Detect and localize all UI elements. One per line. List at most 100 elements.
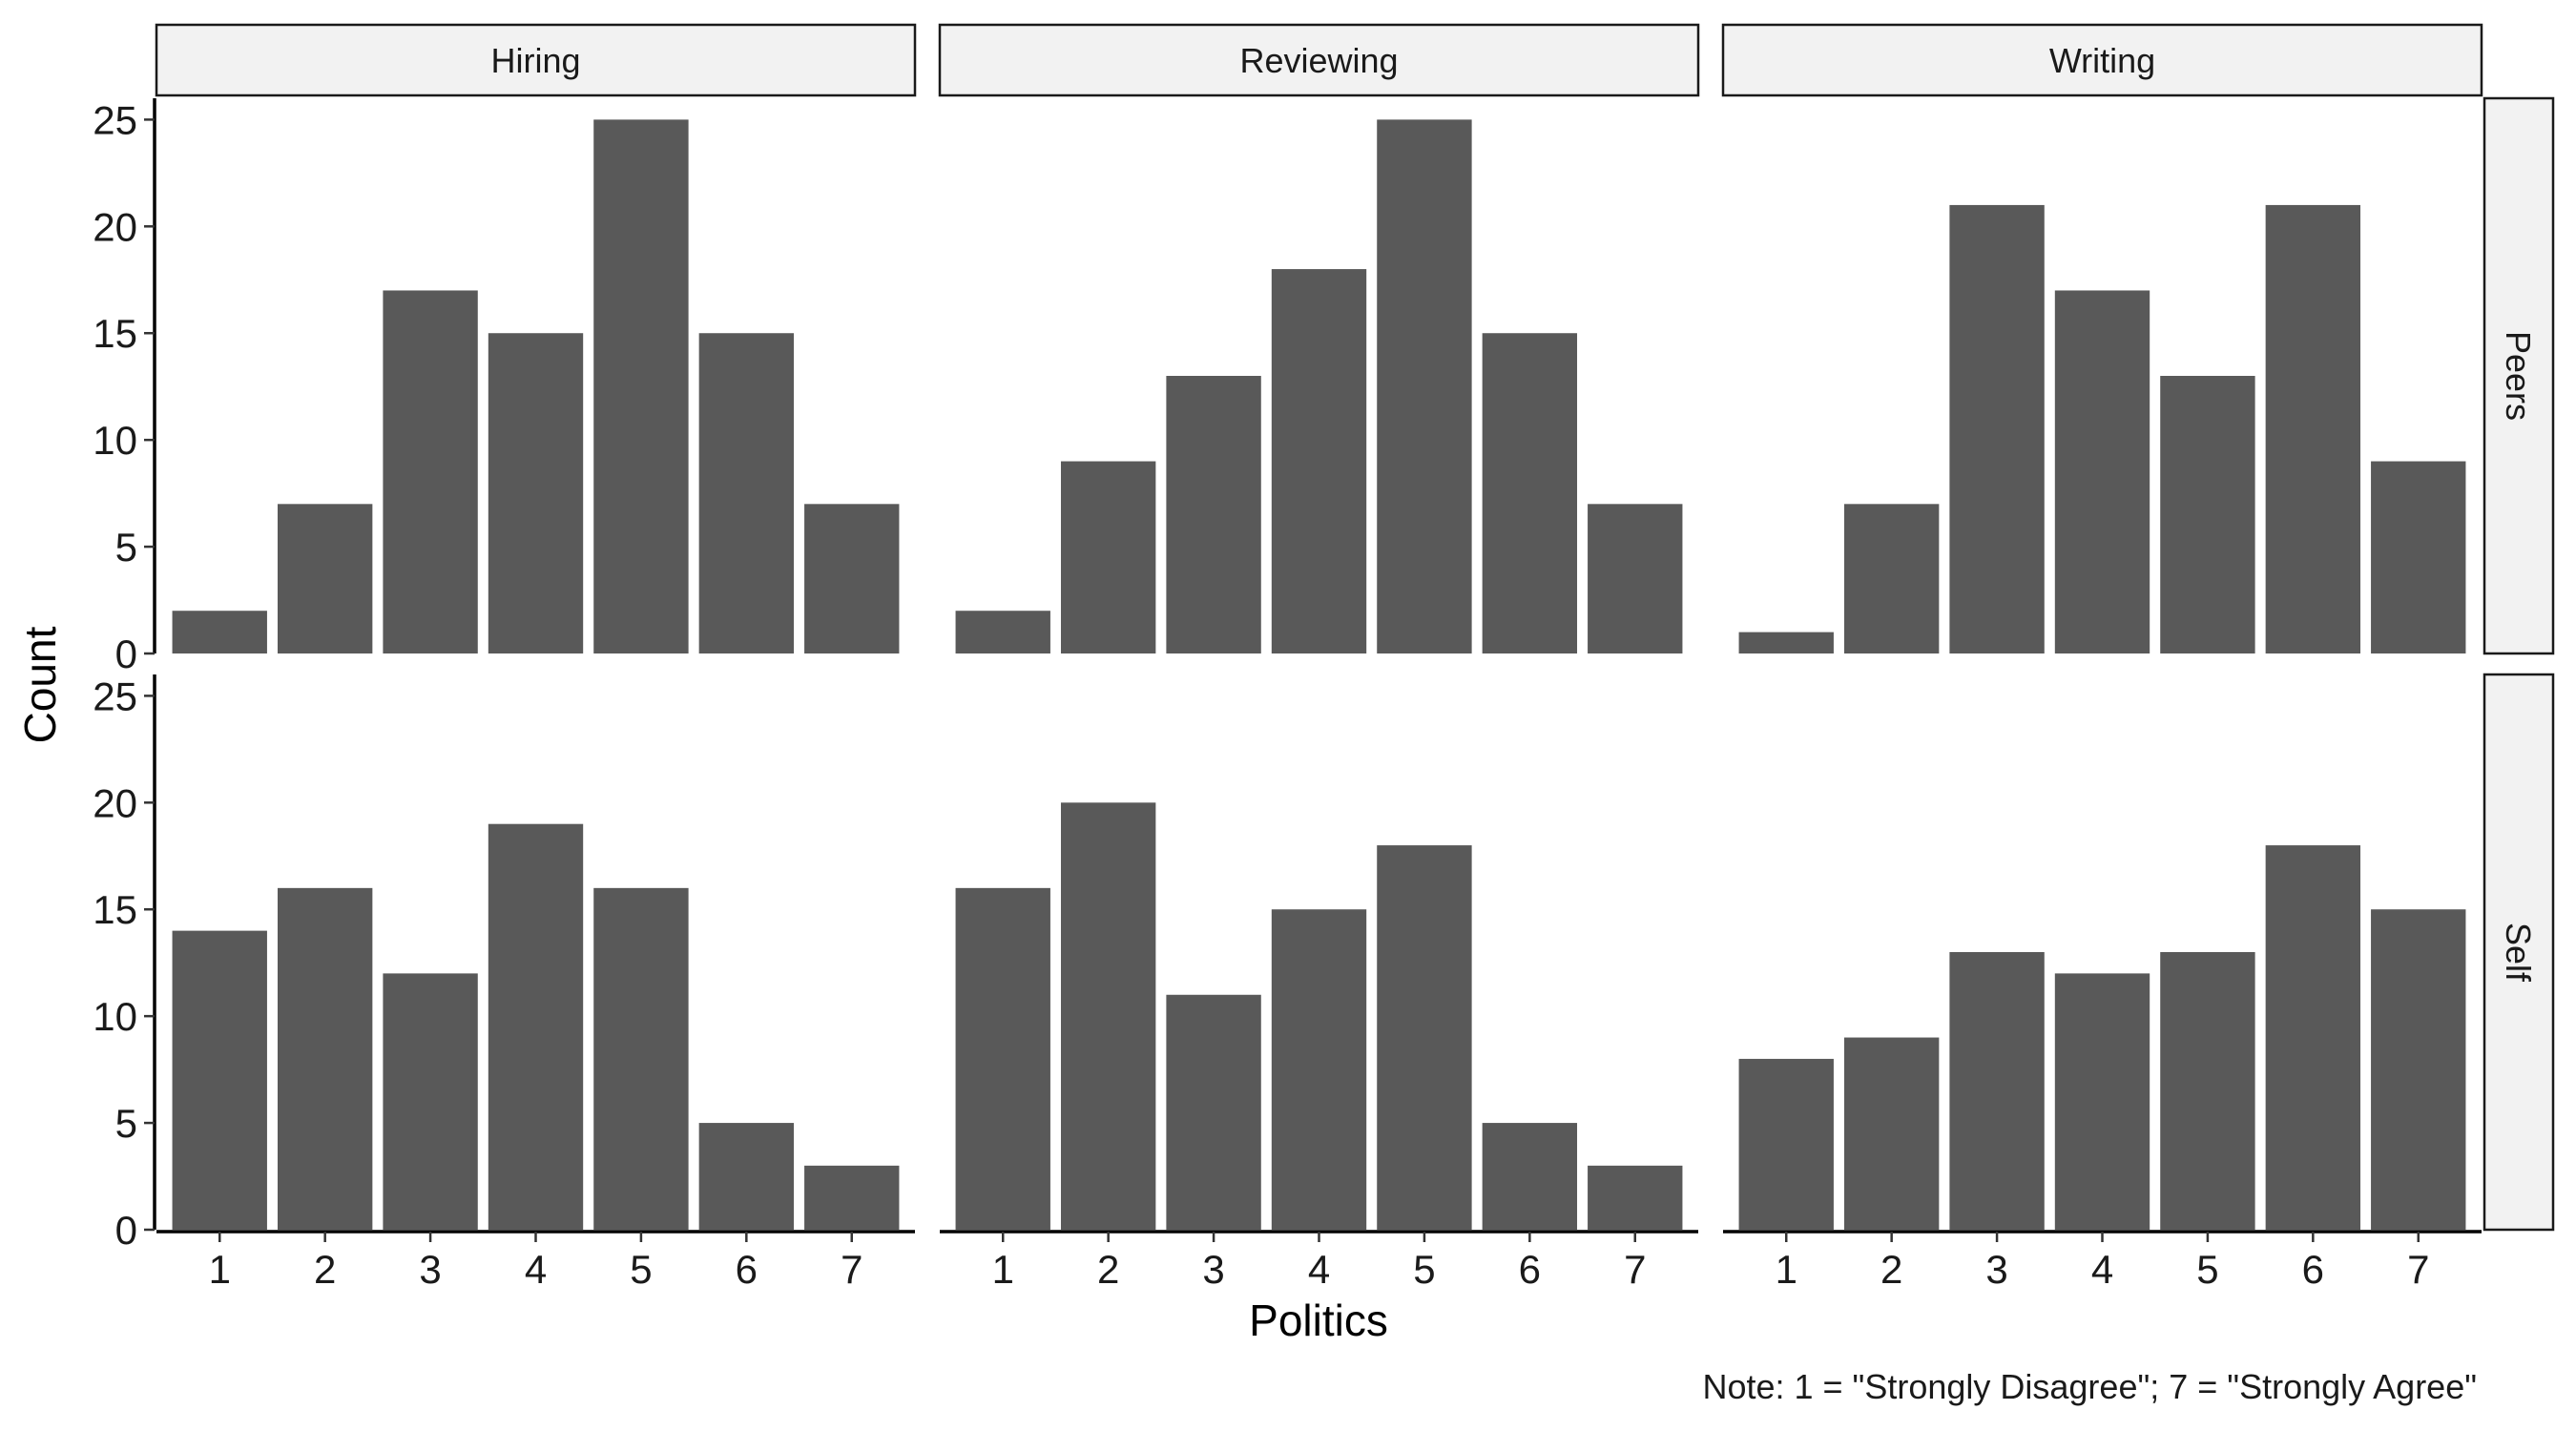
x-tick-label: 5 — [630, 1247, 652, 1292]
bar — [955, 887, 1050, 1230]
facet-strip-hiring: Hiring — [155, 23, 917, 97]
facet-strip-label: Hiring — [490, 41, 580, 80]
bar — [593, 887, 689, 1230]
x-tick-label: 1 — [992, 1247, 1014, 1292]
x-tick-label: 4 — [1308, 1247, 1330, 1292]
facet-strip-bg — [155, 23, 917, 97]
y-tick-label: 10 — [93, 418, 137, 463]
x-axis-writing: 1 2 3 4 5 6 7 — [1723, 1230, 2482, 1292]
facet-strip-bg — [938, 23, 1700, 97]
chart-note: Note: 1 = "Strongly Disagree"; 7 = "Stro… — [1702, 1367, 2477, 1406]
bar — [2160, 376, 2255, 653]
panel-self-hiring — [172, 823, 900, 1230]
facet-strips: Hiring Reviewing Writing Peers Self — [155, 23, 2555, 1232]
facet-strip-label: Reviewing — [1239, 41, 1398, 80]
panel-self-reviewing — [955, 802, 1683, 1230]
bar — [955, 611, 1050, 653]
x-tick-label: 1 — [209, 1247, 231, 1292]
y-axis-title: Count — [15, 626, 65, 743]
facet-strip-writing: Writing — [1721, 23, 2483, 97]
bar — [1843, 504, 1940, 653]
bar — [277, 887, 373, 1230]
x-tick-label: 5 — [2196, 1247, 2218, 1292]
bar — [1060, 802, 1156, 1230]
y-tick-label: 15 — [93, 311, 137, 356]
x-axis-reviewing: 1 2 3 4 5 6 7 — [940, 1230, 1698, 1292]
x-tick-label: 7 — [2407, 1247, 2429, 1292]
bar — [2160, 952, 2255, 1230]
y-tick-label: 15 — [93, 887, 137, 932]
y-tick-label: 25 — [93, 97, 137, 142]
x-tick-label: 3 — [419, 1247, 441, 1292]
panel-peers-reviewing — [955, 119, 1683, 653]
bar — [1588, 1165, 1683, 1230]
bar — [1949, 952, 2045, 1230]
x-tick-label: 3 — [1202, 1247, 1224, 1292]
row-strip-self: Self — [2483, 673, 2555, 1232]
bar — [172, 930, 267, 1230]
bar — [698, 333, 795, 653]
bar — [1738, 1058, 1834, 1230]
bar — [2265, 204, 2361, 653]
y-tick-label: 5 — [115, 525, 137, 570]
panel-self-writing — [1738, 845, 2466, 1230]
bar — [277, 504, 373, 653]
bar — [2054, 973, 2150, 1230]
panel-peers-hiring — [172, 119, 900, 653]
row-strip-peers: Peers — [2483, 96, 2555, 655]
bar — [1588, 504, 1683, 653]
x-tick-label: 4 — [2091, 1247, 2113, 1292]
bar — [1166, 994, 1261, 1230]
x-axis-title: Politics — [1249, 1296, 1388, 1345]
bar — [488, 823, 584, 1230]
bar — [383, 973, 478, 1230]
bar — [1482, 333, 1578, 653]
bar — [1377, 119, 1472, 653]
x-tick-label: 4 — [525, 1247, 547, 1292]
bar — [1377, 845, 1472, 1230]
bar — [698, 1123, 795, 1230]
x-tick-label: 6 — [2302, 1247, 2324, 1292]
y-tick-label: 20 — [93, 780, 137, 825]
x-tick-label: 1 — [1776, 1247, 1797, 1292]
bar — [488, 333, 584, 653]
x-tick-label: 2 — [314, 1247, 336, 1292]
bar — [1166, 376, 1261, 653]
y-tick-label: 5 — [115, 1101, 137, 1146]
bar — [2265, 845, 2361, 1230]
bar — [172, 611, 267, 653]
x-tick-label: 7 — [1624, 1247, 1646, 1292]
bar — [1738, 632, 1834, 653]
bar — [1482, 1123, 1578, 1230]
bar — [593, 119, 689, 653]
x-tick-label: 3 — [1985, 1247, 2007, 1292]
x-tick-label: 6 — [736, 1247, 758, 1292]
x-tick-label: 2 — [1097, 1247, 1119, 1292]
row-strip-bg — [2483, 96, 2555, 655]
y-tick-label: 0 — [115, 1208, 137, 1253]
x-tick-label: 6 — [1519, 1247, 1541, 1292]
y-tick-label: 10 — [93, 994, 137, 1039]
x-axis-hiring: 1 2 3 4 5 6 7 — [156, 1230, 915, 1292]
x-tick-label: 2 — [1880, 1247, 1902, 1292]
y-tick-label: 20 — [93, 204, 137, 249]
panel-peers-writing — [1738, 204, 2466, 653]
bar — [2054, 290, 2150, 653]
bar — [2371, 909, 2466, 1230]
bar — [383, 290, 478, 653]
y-tick-label: 25 — [93, 674, 137, 718]
x-tick-label: 7 — [841, 1247, 862, 1292]
bar — [1843, 1037, 1940, 1230]
bar — [1271, 909, 1367, 1230]
y-tick-label: 0 — [115, 632, 137, 676]
facet-strip-reviewing: Reviewing — [938, 23, 1700, 97]
bar — [804, 504, 900, 653]
facet-strip-label: Writing — [2049, 41, 2155, 80]
bar — [1060, 461, 1156, 653]
y-axis-self: 0 5 10 15 20 25 — [93, 674, 156, 1253]
bar — [804, 1165, 900, 1230]
row-strip-label: Peers — [2499, 331, 2538, 421]
y-axis-peers: 0 5 10 15 20 25 — [93, 97, 156, 676]
bar — [2371, 461, 2466, 653]
